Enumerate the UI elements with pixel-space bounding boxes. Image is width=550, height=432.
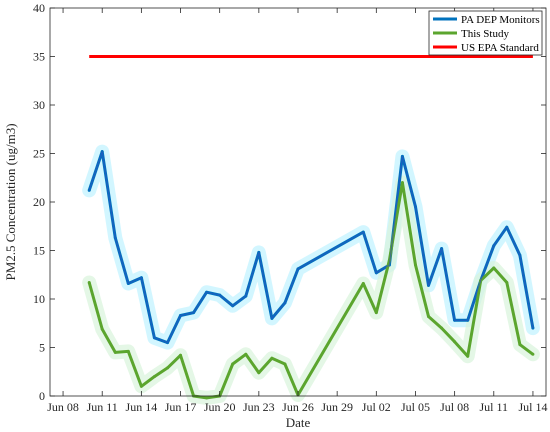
data-point-this-study <box>205 396 209 400</box>
y-tick-label: 25 <box>33 147 45 161</box>
data-point-this-study <box>414 263 417 267</box>
data-point-this-study <box>87 281 91 284</box>
plot-area <box>50 8 546 396</box>
data-point-this-study <box>152 375 156 379</box>
legend-label-us-epa-standard: US EPA Standard <box>461 42 539 54</box>
y-tick-label: 10 <box>33 292 45 306</box>
legend-label-pa-dep-monitors: PA DEP Monitors <box>461 14 540 26</box>
series-line-pa-dep-monitors-overlay <box>88 151 534 344</box>
ticks-layer: 0 5 10 15 20 25 30 35 40 Jun 08 Jun 11 Jun 14 Jun 17… <box>33 1 547 414</box>
x-tick-label: Jun 23 <box>243 400 275 414</box>
data-point-this-study <box>505 281 509 284</box>
data-point-this-study <box>427 315 430 318</box>
data-point-this-study <box>166 366 169 370</box>
y-tick-label: 5 <box>39 341 45 355</box>
data-point-this-study <box>518 343 522 347</box>
data-point-this-study <box>179 353 182 357</box>
legend: PA DEP Monitors This Study US EPA Standard <box>428 10 543 56</box>
series-layer <box>87 55 535 400</box>
data-point-this-study <box>139 384 143 388</box>
x-tick-label: Jun 11 <box>87 400 118 414</box>
y-tick-label: 40 <box>33 1 45 15</box>
data-point-this-study <box>374 311 378 315</box>
y-tick-label: 15 <box>33 244 45 258</box>
data-point-this-study <box>466 354 470 358</box>
x-tick-label: Jul 08 <box>440 400 469 414</box>
x-tick-label: Jul 02 <box>362 400 391 414</box>
x-tick-label: Jun 14 <box>126 400 158 414</box>
x-tick-label: Jun 17 <box>165 400 197 414</box>
data-point-this-study <box>100 327 104 331</box>
legend-label-this-study: This Study <box>461 28 509 40</box>
data-point-this-study <box>126 349 130 353</box>
data-point-this-study <box>361 282 365 285</box>
x-tick-label: Jul 11 <box>480 400 509 414</box>
data-point-this-study <box>257 371 261 375</box>
data-point-this-study <box>231 362 235 366</box>
y-tick-label: 35 <box>33 50 45 64</box>
x-axis-title: Date <box>286 415 311 430</box>
y-tick-label: 0 <box>39 389 45 403</box>
data-point-this-study <box>283 362 287 366</box>
x-tick-label: Jun 26 <box>282 400 314 414</box>
x-tick-label: Jun 29 <box>321 400 353 414</box>
data-point-this-study <box>492 266 496 270</box>
data-point-this-study <box>113 350 117 354</box>
data-point-this-study <box>453 340 457 344</box>
data-point-this-study <box>244 352 248 356</box>
y-tick-label: 30 <box>33 98 45 112</box>
y-tick-label: 20 <box>33 195 45 209</box>
data-point-this-study <box>531 352 535 356</box>
x-tick-label: Jul 14 <box>518 400 547 414</box>
data-point-this-study <box>270 356 274 360</box>
data-point-this-study <box>400 181 404 185</box>
x-tick-label: Jul 05 <box>401 400 430 414</box>
x-tick-label: Jun 08 <box>47 400 79 414</box>
y-axis-title: PM2.5 Concentration (ug/m3) <box>3 123 18 280</box>
x-tick-label: Jun 20 <box>204 400 236 414</box>
data-point-this-study <box>440 326 444 330</box>
